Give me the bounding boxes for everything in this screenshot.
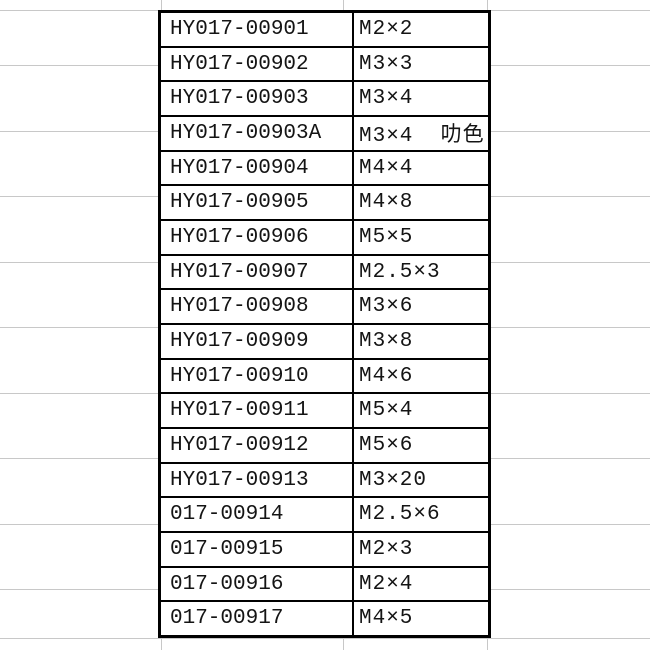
part-number-cell[interactable]: HY017-00901: [161, 13, 354, 46]
gridline-vertical: [487, 0, 488, 10]
table-row: HY017-00911 M5×4: [161, 392, 488, 428]
table-row: 017-00914 M2.5×6: [161, 496, 488, 532]
table-row: HY017-00903A M3×4 叻色: [161, 115, 488, 150]
spec-cell[interactable]: M2.5×3: [359, 260, 441, 284]
spec-cell[interactable]: M3×8: [359, 329, 414, 353]
spec-cell[interactable]: M3×20: [359, 468, 428, 492]
part-number-cell[interactable]: HY017-00903: [161, 82, 354, 116]
spec-cell[interactable]: M5×4: [359, 399, 414, 423]
gridline-vertical: [161, 637, 162, 650]
gridline-vertical: [161, 0, 162, 10]
part-number-cell[interactable]: HY017-00910: [161, 359, 354, 393]
table-row: HY017-00904 M4×4: [161, 149, 488, 185]
table-row: HY017-00906 M5×5: [161, 219, 488, 254]
table-row: 017-00916 M2×4: [161, 565, 488, 601]
part-number-cell[interactable]: HY017-00913: [161, 463, 354, 497]
spec-cell[interactable]: M4×4: [359, 156, 414, 180]
gridline-horizontal: [0, 638, 650, 639]
table-row: HY017-00903 M3×4: [161, 80, 488, 116]
spec-cell[interactable]: M3×4 叻色: [359, 125, 485, 149]
spec-cell[interactable]: M2.5×6: [359, 503, 441, 527]
table-row: HY017-00908 M3×6: [161, 288, 488, 324]
spec-cell[interactable]: M2×4: [359, 572, 414, 596]
table-row: HY017-00905 M4×8: [161, 184, 488, 220]
part-number-cell[interactable]: HY017-00904: [161, 151, 354, 185]
gridline-vertical: [487, 637, 488, 650]
table-row: 017-00915 M2×3: [161, 531, 488, 566]
table-row: HY017-00907 M2.5×3: [161, 253, 488, 289]
part-number-cell[interactable]: 017-00915: [161, 533, 354, 566]
table-row: 017-00917 M4×5: [161, 600, 488, 636]
part-number-cell[interactable]: HY017-00907: [161, 255, 354, 289]
spec-cell[interactable]: M2×2: [359, 17, 414, 41]
gridline-vertical: [343, 637, 344, 650]
part-number-cell[interactable]: HY017-00912: [161, 429, 354, 462]
spec-cell[interactable]: M4×6: [359, 364, 414, 388]
part-number-cell[interactable]: HY017-00903A: [161, 117, 354, 150]
spec-cell[interactable]: M5×5: [359, 225, 414, 249]
part-number-cell[interactable]: HY017-00908: [161, 290, 354, 324]
spec-cell[interactable]: M2×3: [359, 537, 414, 561]
spec-cell[interactable]: M4×5: [359, 607, 414, 631]
spec-cell[interactable]: M3×6: [359, 295, 414, 319]
table-row: HY017-00913 M3×20: [161, 461, 488, 497]
parts-table: HY017-00901 M2×2 HY017-00902 M3×3 HY017-0090…: [158, 10, 491, 638]
spec-cell[interactable]: M3×4: [359, 87, 414, 111]
table-row: HY017-00901 M2×2: [161, 13, 488, 46]
part-number-cell[interactable]: 017-00914: [161, 498, 354, 532]
table-row: HY017-00912 M5×6: [161, 427, 488, 462]
part-number-cell[interactable]: HY017-00909: [161, 325, 354, 358]
spec-cell[interactable]: M3×3: [359, 52, 414, 76]
gridline-vertical: [343, 0, 344, 10]
table-row: HY017-00902 M3×3: [161, 45, 488, 81]
part-number-cell[interactable]: HY017-00906: [161, 221, 354, 254]
table-row: HY017-00910 M4×6: [161, 357, 488, 393]
part-number-cell[interactable]: 017-00917: [161, 602, 354, 636]
part-number-cell[interactable]: HY017-00905: [161, 186, 354, 220]
spec-cell[interactable]: M5×6: [359, 433, 414, 457]
part-number-cell[interactable]: 017-00916: [161, 567, 354, 601]
spec-cell[interactable]: M4×8: [359, 191, 414, 215]
part-number-cell[interactable]: HY017-00911: [161, 394, 354, 428]
part-number-cell[interactable]: HY017-00902: [161, 47, 354, 81]
table-row: HY017-00909 M3×8: [161, 323, 488, 358]
